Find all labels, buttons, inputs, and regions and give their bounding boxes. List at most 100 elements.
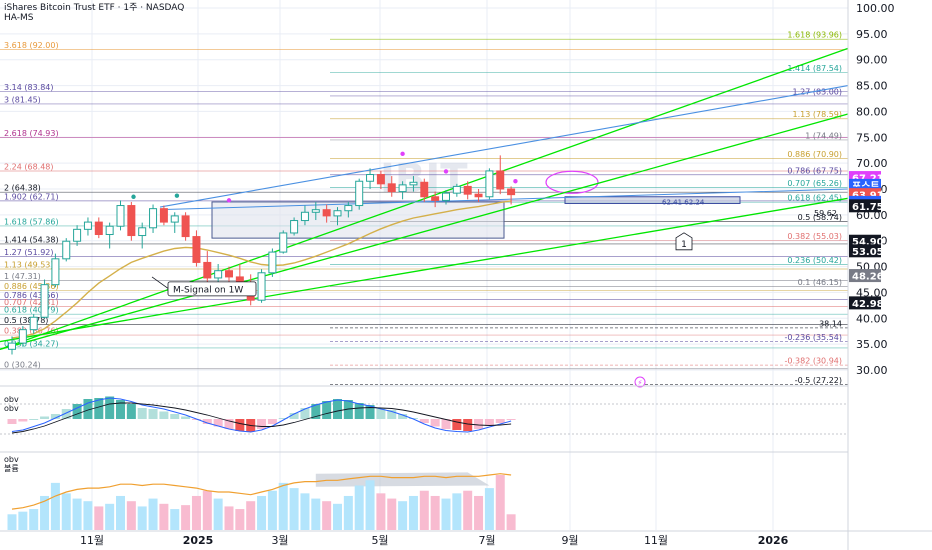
- fib-right-label: 0.707 (65.26): [787, 179, 842, 188]
- price-tick: 30.00: [856, 364, 888, 377]
- obv-slow-line: [11, 402, 512, 434]
- msignal-label-box: [167, 281, 257, 297]
- obv-bar: [61, 409, 71, 419]
- volume-bar: [343, 495, 353, 530]
- volume-bar: [61, 493, 71, 530]
- fib-left-label: 2.618 (74.93): [4, 129, 59, 138]
- obv-bar: [387, 410, 397, 419]
- fib-right-label: 0.1 (46.15): [798, 278, 842, 287]
- fib-left-label: 1 (47.31): [4, 272, 41, 281]
- volume-bar: [300, 493, 310, 530]
- obv-bar: [495, 419, 505, 423]
- volume-bar: [137, 506, 147, 530]
- obv-bar: [29, 419, 39, 420]
- volume-bar: [50, 482, 60, 530]
- fib-left-label: 1.618 (57.86): [4, 217, 59, 226]
- candle-body: [127, 205, 136, 237]
- obv-bar: [441, 419, 451, 429]
- range-box: [211, 201, 505, 239]
- obv-bar: [170, 414, 180, 419]
- volume-bar: [246, 501, 256, 530]
- volume-bar: [105, 503, 115, 530]
- price-tag-label: 42.98: [852, 299, 884, 310]
- candle-body: [322, 209, 331, 217]
- volume-bar: [463, 490, 473, 530]
- price-tag-bg: [849, 269, 881, 283]
- volume-bar: [40, 495, 50, 530]
- indicator-label[interactable]: HA-MS: [4, 13, 34, 23]
- m-signal-line: [11, 200, 512, 339]
- price-tag-label: 53.05: [852, 247, 884, 258]
- candle-body: [366, 174, 375, 182]
- price-tick: 35.00: [856, 338, 888, 351]
- volume-bar: [365, 480, 375, 530]
- channel-mid: [0, 113, 849, 350]
- obv-bar: [257, 419, 267, 429]
- candle-body: [268, 251, 277, 274]
- fib-right-label: 0.382 (55.03): [787, 232, 842, 241]
- obv-bar: [300, 408, 310, 419]
- candle-body: [344, 205, 353, 212]
- fib-left-label: 1.27 (51.92): [4, 248, 54, 257]
- candle-body: [300, 211, 309, 222]
- marker-1-box: [675, 232, 693, 251]
- volume-bar: [191, 495, 201, 530]
- candle-body: [83, 221, 92, 230]
- signal-dot: [400, 151, 405, 157]
- volume-bar: [116, 495, 125, 530]
- fib-left-label: 3 (81.45): [4, 95, 41, 104]
- volume-bar: [202, 490, 212, 530]
- time-tick: 2026: [758, 534, 789, 547]
- obv-bar: [267, 419, 277, 424]
- candle-body: [181, 215, 190, 238]
- fib-right-label: 0.236 (50.42): [787, 256, 842, 265]
- fib-left-label: 0.886 (45.36): [4, 282, 59, 291]
- candle-body: [192, 236, 201, 263]
- obv-bar: [289, 413, 299, 419]
- candle-body: [29, 316, 38, 331]
- time-axis[interactable]: 11월 2025 3월 5월 7월 9월 11월 2026: [0, 530, 932, 547]
- volume-bar: [83, 501, 93, 530]
- volume-bar: [7, 514, 17, 530]
- obv-bar: [126, 404, 136, 419]
- obv-bar: [365, 405, 375, 419]
- candle-body: [235, 276, 244, 283]
- obv-bar: [72, 404, 82, 419]
- obv-bar: [376, 408, 386, 419]
- time-tick: 3월: [271, 534, 288, 547]
- fib-right-label: 1.27 (83.00): [793, 87, 843, 96]
- candle-body: [463, 185, 472, 195]
- symbol-title[interactable]: iShares Bitcoin Trust ETF · 1주 · NASDAQ: [4, 3, 185, 13]
- obv-bar: [148, 409, 158, 419]
- volume-bar: [29, 509, 39, 530]
- candle-body: [62, 240, 71, 260]
- trend-blue-lower: [159, 188, 849, 211]
- volume-bar: [170, 509, 180, 530]
- range-label: 62.41 62.24: [662, 198, 705, 206]
- price-tick: 90.00: [856, 54, 888, 67]
- volume-bar: [333, 503, 342, 530]
- time-tick: 11월: [80, 534, 104, 547]
- fib-left-label: 0.707 (42.31): [4, 298, 59, 307]
- obv-bar: [116, 400, 125, 419]
- obv-bar: [278, 418, 288, 419]
- fib-right-label: 1.618 (93.96): [787, 31, 842, 40]
- candle-body: [452, 185, 461, 194]
- candle-body: [474, 193, 483, 198]
- volume-bar: [94, 506, 104, 530]
- candle-body: [398, 184, 407, 193]
- candle-body: [442, 192, 450, 201]
- fib-left-label: 0.382 (36.76): [4, 327, 59, 336]
- fib-right-label: 0.5 (58.74): [798, 213, 842, 222]
- obv-bar: [343, 400, 353, 419]
- volume-bar: [181, 505, 191, 530]
- volume-bar: [398, 501, 408, 530]
- volume-bar: [311, 498, 321, 530]
- fib-right-label: -0.5 (27.22): [795, 376, 842, 385]
- price-axis[interactable]: 100.0095.0090.0085.0080.0075.0070.0065.0…: [847, 0, 932, 550]
- fib-right-label: 1.414 (87.54): [787, 64, 842, 73]
- candle-body: [257, 272, 266, 301]
- price-tag-bg: [849, 244, 881, 258]
- fib-left-label: 0 (30.24): [4, 360, 41, 369]
